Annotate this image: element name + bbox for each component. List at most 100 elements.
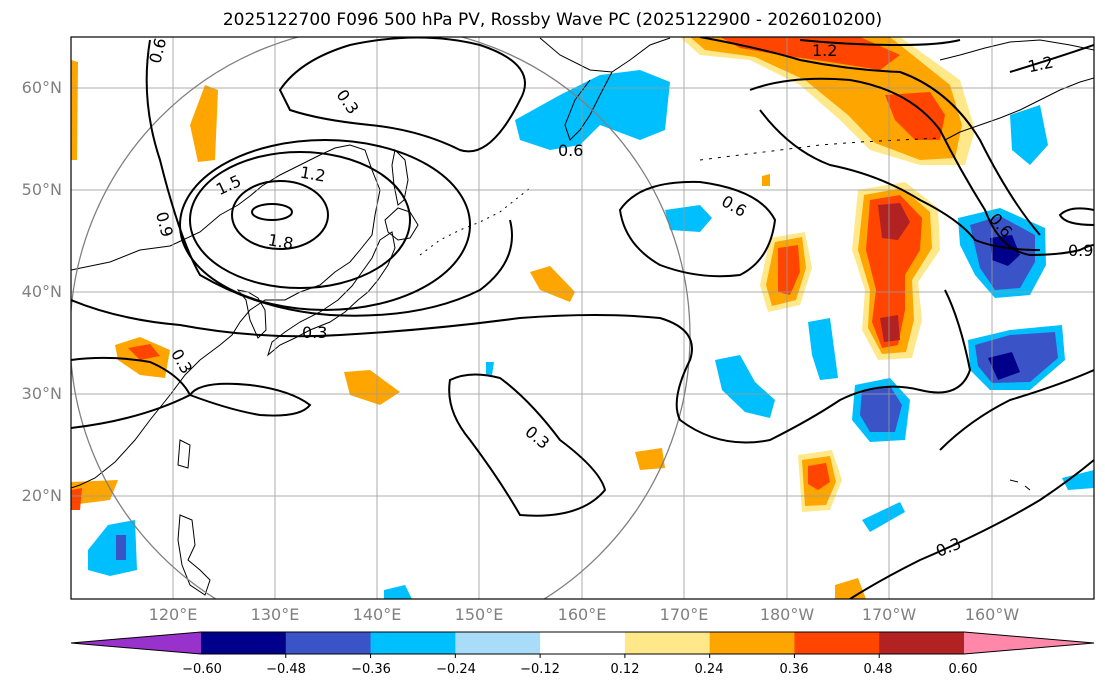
colorbar-extend-min: [71, 632, 201, 654]
anomaly-positive-band-north-orange: [690, 37, 962, 160]
colorbar-segment-5: [624, 632, 711, 654]
coastline-east-asia: [71, 144, 381, 489]
colorbar-tick-0-36: 0.36: [779, 662, 809, 677]
anomaly-positive-blob-148e: [530, 266, 575, 302]
lat-label-40n: 40°N: [21, 282, 62, 301]
coastline-hokkaido: [384, 207, 419, 241]
pv-contour-1-8: [251, 203, 293, 221]
colorbar-segment-6: [709, 632, 795, 654]
contour-label-0-6-kamchatka: 0.6: [558, 141, 583, 160]
anomaly-positive-central-darkred-2: [880, 315, 900, 342]
coastline-kuriles: [419, 187, 531, 256]
pv-contour-0-9: [179, 139, 471, 311]
lon-label-140e: 140°E: [352, 605, 402, 624]
lon-label-130e: 130°E: [250, 605, 300, 624]
coastline-alaska: [939, 39, 1094, 141]
anomaly-positive-blob-138e: [344, 370, 400, 405]
coastline-taiwan: [177, 439, 191, 469]
colorbar-segment-0: [201, 632, 287, 654]
anomaly-positive-blob-112e-red: [71, 488, 82, 510]
pv-contour-0-3-west-low: [71, 356, 312, 429]
pv-contour-1-2-northeast: [1009, 44, 1094, 73]
colorbar-tick-0-60: 0.60: [948, 662, 978, 677]
colorbar-segment-7: [794, 632, 880, 654]
colorbar-tick-0-48: 0.48: [863, 662, 893, 677]
lon-label-170e: 170°E: [659, 605, 709, 624]
colorbar-tick--0-12: −0.12: [520, 662, 560, 677]
contour-label-1-2-northeast: 1.2: [1026, 52, 1055, 76]
anomaly-positive-blob-118e-red: [128, 344, 160, 360]
coastline-hawaii: [1009, 479, 1031, 491]
anomaly-positive-band-north-red-2: [885, 92, 945, 140]
lat-label-60n: 60°N: [21, 78, 62, 97]
pv-contour-east-jet: [939, 369, 1094, 451]
pv-contour-0-3-subtropical: [448, 373, 607, 517]
anomaly-negative-178w: [808, 318, 838, 380]
colorbar-extend-max: [964, 632, 1094, 654]
pv-contour-0-3-north: [278, 37, 526, 153]
contour-label-0-3-southeast: 0.3: [933, 534, 964, 561]
lat-label-30n: 30°N: [21, 384, 62, 403]
coastline-japan: [267, 231, 396, 357]
colorbar-tick--0-24: −0.24: [436, 662, 476, 677]
reference-circle: [71, 37, 691, 599]
colorbar-outline: [70, 631, 1095, 655]
colorbar-segment-3: [455, 632, 541, 654]
anomaly-positive-180-red: [778, 245, 800, 295]
colorbar-tick-0-24: 0.24: [694, 662, 724, 677]
map-frame: [70, 36, 1095, 600]
contour-label-0-3-north: 0.3: [332, 86, 362, 118]
lon-label-160w: 160°W: [964, 605, 1020, 624]
anomaly-negative-152w-small: [1062, 470, 1094, 490]
pv-contour-0-3-jet: [71, 289, 972, 444]
contour-label-1-2-north: 1.2: [812, 41, 837, 60]
colorbar-tick--0-48: −0.48: [266, 662, 306, 677]
lat-label-50n: 50°N: [21, 180, 62, 199]
lon-label-180w: 180°W: [759, 605, 815, 624]
map-title: 2025122700 F096 500 hPa PV, Rossby Wave …: [222, 10, 883, 30]
anomaly-negative-140e-bottom: [384, 585, 412, 599]
anomaly-positive-central-darkred: [878, 203, 910, 240]
anomaly-negative-172w-small: [862, 502, 905, 532]
pv-contour-0-6-east: [749, 77, 1094, 257]
contour-label-1-2-low: 1.2: [299, 163, 327, 186]
pv-contour-1-5: [231, 180, 329, 250]
contour-label-0-3-jet: 0.3: [302, 323, 327, 342]
colorbar-segment-2: [370, 632, 456, 654]
contour-label-0-6-central: 0.6: [718, 192, 750, 221]
anomaly-positive-blob-177w-small: [762, 174, 770, 186]
colorbar: [70, 631, 1095, 658]
coastline-philippines: [177, 514, 211, 596]
anomaly-negative-158w-small: [1010, 105, 1048, 165]
colorbar-segment-4: [540, 632, 626, 654]
anomaly-negative-175e: [715, 355, 775, 418]
contour-label-0-3-west: 0.3: [167, 346, 196, 378]
anomaly-negative-160e-small: [665, 205, 712, 232]
lon-label-150e: 150°E: [454, 605, 504, 624]
lat-label-20n: 20°N: [21, 486, 62, 505]
lon-label-170w: 170°W: [861, 605, 917, 624]
anomaly-positive-central-red: [866, 195, 922, 348]
anomaly-positive-blob-166e: [635, 448, 665, 470]
anomaly-positive-south-red: [808, 463, 830, 490]
pv-contour-1-2: [189, 151, 411, 289]
anomaly-negative-115e: [88, 520, 137, 576]
pv-contour-1-2-north: [699, 37, 1041, 236]
pv-contour-0-6-central: [618, 180, 777, 278]
colorbar-tick--0-60: −0.60: [182, 662, 222, 677]
anomaly-negative-170w-blue: [860, 386, 902, 432]
anomaly-positive-blob-175w-south: [835, 578, 866, 599]
anomaly-positive-blob-edge: [71, 60, 78, 160]
coastline-korea: [236, 289, 267, 339]
anomaly-negative-155w-navy: [990, 235, 1020, 266]
colorbar-segment-8: [879, 632, 965, 654]
anomaly-negative-115e-blue: [116, 535, 126, 560]
pv-contour-0-9-east: [759, 109, 1041, 251]
anomaly-positive-band-north-red: [720, 37, 900, 70]
anomaly-negative-157w-navy: [988, 352, 1020, 380]
anomaly-negative-150e-tiny: [486, 362, 494, 375]
colorbar-tick--0-36: −0.36: [351, 662, 391, 677]
lon-label-160e: 160°E: [557, 605, 607, 624]
pv-contour-0-3-southeast: [849, 459, 1094, 599]
